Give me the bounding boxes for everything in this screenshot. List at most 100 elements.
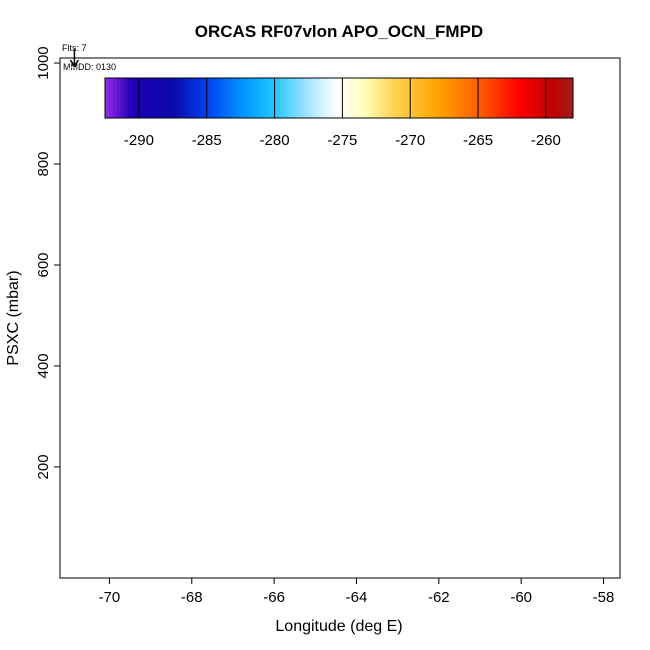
colorbar-segment (268, 78, 274, 118)
colorbar-segment (300, 78, 305, 118)
observation-point (138, 367, 147, 377)
observation-point (97, 273, 106, 282)
colorbar-segment (331, 78, 336, 118)
colorbar-segment (288, 78, 293, 118)
observation-point (418, 228, 427, 237)
observation-point (72, 137, 81, 146)
x-tick-label: -64 (346, 589, 368, 606)
observation-point (385, 276, 394, 285)
observation-point (418, 278, 427, 287)
observation-point (574, 466, 583, 476)
observation-point (373, 397, 382, 406)
observation-point (583, 226, 592, 235)
colorbar-segment (233, 78, 239, 118)
colorbar-segment (487, 78, 492, 118)
observation-point (335, 468, 345, 478)
colorbar-segment (315, 78, 320, 118)
colorbar-tick-label: -275 (327, 132, 357, 149)
x-tick-label: -58 (593, 589, 615, 606)
colorbar-segment (276, 78, 281, 118)
colorbar-segment (319, 78, 324, 118)
observation-point (401, 337, 410, 346)
colorbar-segment (397, 78, 402, 118)
colorbar-segment (374, 78, 379, 118)
colorbar-segment (155, 78, 161, 118)
observation-point (475, 397, 485, 406)
colorbar-segment (202, 78, 207, 118)
observation-point (434, 466, 443, 476)
observation-point (587, 238, 596, 247)
colorbar-segment (140, 78, 145, 118)
colorbar-segment (534, 78, 539, 118)
y-tick-label: 600 (35, 252, 52, 277)
observation-point (541, 397, 550, 406)
observation-point (587, 341, 596, 350)
colorbar-segment (225, 78, 231, 118)
colorbar-segment (159, 78, 164, 118)
observation-point (84, 225, 93, 234)
colorbar-segment (491, 78, 496, 118)
arrow-marker (69, 49, 80, 68)
observation-point (570, 321, 579, 330)
colorbar-segment (222, 78, 227, 118)
colorbar-segment (370, 78, 375, 118)
observation-point (578, 109, 587, 118)
observation-point (327, 397, 336, 406)
observation-point (566, 350, 575, 359)
colorbar-segment (514, 78, 519, 118)
colorbar-tick-label: -270 (395, 132, 425, 149)
observation-points (68, 65, 600, 479)
observation-point (422, 337, 431, 346)
colorbar-segment (241, 78, 246, 118)
colorbar-segment (112, 78, 118, 118)
colorbar-segment (444, 78, 449, 118)
colorbar-segment (108, 78, 114, 118)
observation-point (434, 119, 443, 128)
observation-point (459, 466, 468, 476)
colorbar-segment (354, 78, 359, 118)
observation-point (570, 455, 579, 464)
observation-point (393, 446, 402, 455)
colorbar-segment (530, 78, 535, 118)
observation-point (401, 238, 410, 247)
chart-title: ORCAS RF07vlon APO_OCN_FMPD (195, 22, 483, 41)
colorbar-segment (526, 78, 531, 118)
colorbar-segment (569, 78, 574, 118)
colorbar-segment (257, 78, 262, 118)
colorbar-segment (206, 78, 211, 118)
colorbar-segment (167, 78, 172, 118)
x-tick-label: -68 (181, 589, 203, 606)
colorbar-segment (413, 78, 418, 118)
colorbar-segment (335, 78, 340, 118)
observation-point (84, 137, 93, 146)
colorbar-segment (218, 78, 223, 118)
observation-point (521, 184, 530, 193)
colorbar-segment (557, 78, 562, 118)
colorbar-segment (237, 78, 242, 118)
colorbar-tick-label: -260 (531, 132, 561, 149)
colorbar-segment (522, 78, 527, 118)
observation-point (401, 135, 410, 144)
observation-point (360, 372, 369, 381)
colorbar-segment (194, 78, 200, 118)
y-tick-label: 200 (35, 454, 52, 479)
x-axis: -70 -68 -66 -64 -62 -60 -58 (99, 578, 615, 606)
colorbar-segment (350, 78, 356, 118)
colorbar-segment (459, 78, 465, 118)
observation-point (484, 466, 493, 476)
observation-point (508, 466, 517, 476)
observation-point (76, 184, 85, 193)
colorbar-segment (467, 78, 473, 118)
observation-point (109, 349, 118, 358)
colorbar-segment (147, 78, 153, 118)
colorbar-segment (452, 78, 457, 118)
colorbar-segment (116, 78, 122, 118)
observation-point (125, 397, 135, 406)
y-tick-label: 1000 (35, 46, 52, 79)
colorbar-segment (405, 78, 410, 118)
colorbar-frame (104, 77, 574, 119)
colorbar-segment (323, 78, 328, 118)
observation-point (583, 184, 592, 193)
colorbar-segment (214, 78, 219, 118)
observation-point (533, 387, 542, 396)
